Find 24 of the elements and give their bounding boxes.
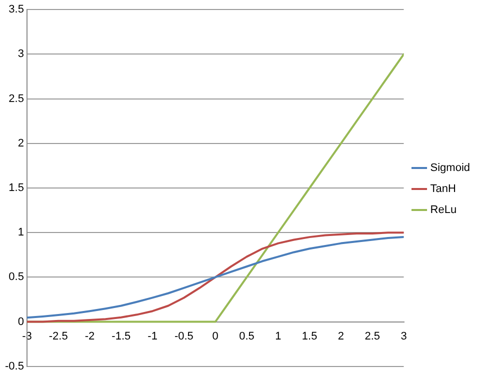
y-tick-label: 1 [18, 226, 24, 239]
y-tick-label: 2 [18, 137, 24, 150]
y-tick-label: 3 [18, 48, 24, 60]
x-tick-label: 0.5 [239, 330, 254, 342]
legend-label: TanH [430, 183, 456, 196]
x-tick-label: 1.5 [302, 330, 318, 342]
y-tick-label: 0.5 [8, 271, 24, 284]
y-tick-label: 3.5 [8, 4, 24, 16]
x-tick-label: 1 [275, 330, 282, 342]
legend-label: ReLu [430, 204, 457, 216]
y-tick-label: 0 [18, 316, 24, 328]
x-tick-label: -1.5 [112, 330, 131, 342]
x-tick-label: 3 [400, 330, 407, 342]
x-tick-label: -1 [148, 330, 158, 342]
y-tick-label: 2.5 [8, 92, 24, 105]
y-tick-label: -0.5 [4, 360, 24, 372]
x-tick-label: 2.5 [364, 330, 380, 342]
x-tick-label: 2 [338, 330, 344, 342]
y-tick-label: 1.5 [8, 182, 24, 194]
legend-label: Sigmoid [430, 162, 470, 174]
x-tick-label: -2.5 [48, 330, 68, 342]
x-tick-label: -2 [84, 330, 95, 342]
x-tick-label: -0.5 [174, 330, 194, 342]
x-tick-label: 0 [212, 330, 218, 342]
